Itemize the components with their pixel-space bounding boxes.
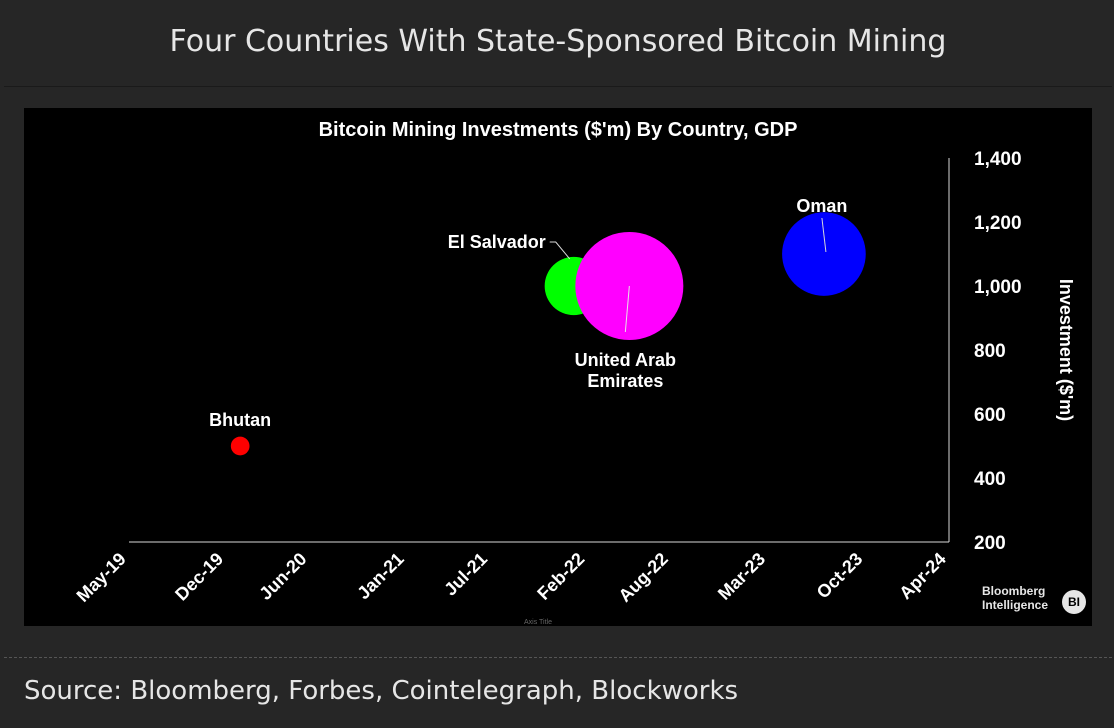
bubble-bhutan [230,436,250,456]
x-tick-label: Jun-20 [255,549,310,604]
y-tick-label: 800 [974,341,1006,362]
footer-divider [4,657,1112,658]
bubble-chart: Bitcoin Mining Investments ($'m) By Coun… [73,119,1076,626]
x-tick-label: Oct-23 [813,549,867,603]
x-tick-label: Dec-19 [171,549,227,605]
leader-line-el-salvador [549,241,571,260]
x-tick-label: May-19 [73,549,130,606]
x-tick-label: Jan-21 [353,549,407,603]
chart-title: Bitcoin Mining Investments ($'m) By Coun… [319,119,798,141]
x-tick-label: Mar-23 [714,549,769,604]
x-tick-label: Apr-24 [895,549,949,603]
x-tick-label: Jul-21 [440,549,491,600]
logo-text: Bloomberg Intelligence [982,584,1048,612]
x-axis-title: Axis Title [524,619,552,626]
data-label-bhutan: Bhutan [209,410,271,430]
y-tick-label: 600 [974,405,1006,426]
y-tick-label: 1,000 [974,277,1022,298]
chart-card: Four Countries With State-Sponsored Bitc… [4,0,1112,728]
leader-line-uae [624,285,630,333]
data-label-uae: United Arab Emirates [575,350,676,391]
y-tick-label: 1,400 [974,149,1022,170]
data-label-el-salvador: El Salvador [448,232,546,252]
x-tick-label: Aug-22 [615,549,672,606]
logo-line-1: Bloomberg [982,584,1046,598]
logo-line-2: Intelligence [982,598,1049,612]
source-note: Source: Bloomberg, Forbes, Cointelegraph… [24,676,739,706]
data-label-oman: Oman [796,196,847,216]
bi-badge-icon: BI [1062,590,1086,614]
y-tick-label: 400 [974,469,1006,490]
y-tick-label: 200 [974,533,1006,554]
bloomberg-intelligence-logo: Bloomberg Intelligence BI [982,584,1092,624]
x-tick-label: Feb-22 [533,549,588,604]
y-tick-label: 1,200 [974,213,1022,234]
chart-panel: Bitcoin Mining Investments ($'m) By Coun… [24,108,1092,626]
bubble-oman [782,212,866,296]
page-title: Four Countries With State-Sponsored Bitc… [4,0,1112,87]
leader-line-oman [821,217,827,253]
y-axis-title: Investment ($'m) [1056,279,1076,421]
